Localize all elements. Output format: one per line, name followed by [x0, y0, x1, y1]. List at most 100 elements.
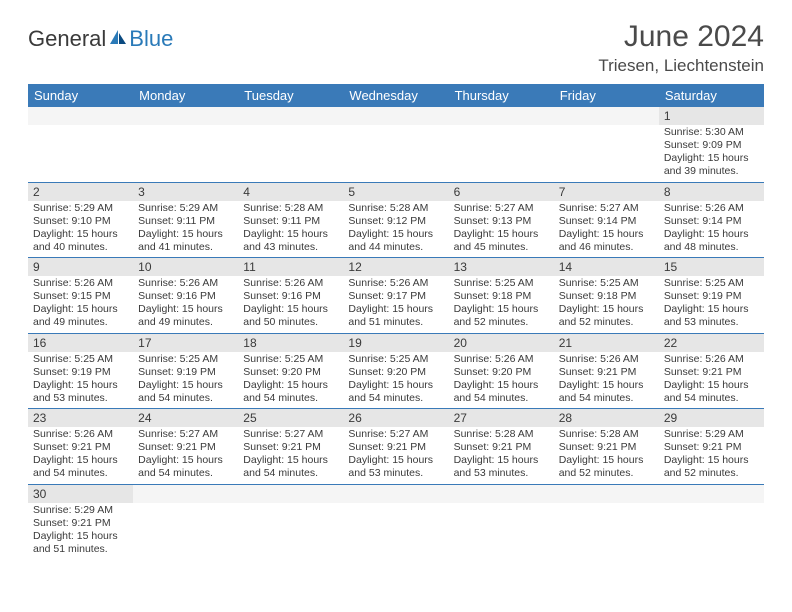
day-number: 23 — [28, 409, 133, 427]
empty-cell — [133, 107, 238, 125]
day-cell: Sunrise: 5:29 AMSunset: 9:21 PMDaylight:… — [659, 427, 764, 485]
sunset-line: Sunset: 9:21 PM — [454, 441, 549, 454]
daylight-line: Daylight: 15 hours and 52 minutes. — [454, 303, 549, 329]
sunset-line: Sunset: 9:21 PM — [138, 441, 233, 454]
sunset-line: Sunset: 9:16 PM — [243, 290, 338, 303]
day-number: 12 — [343, 258, 448, 276]
sunset-line: Sunset: 9:14 PM — [664, 215, 759, 228]
sunrise-line: Sunrise: 5:29 AM — [664, 428, 759, 441]
empty-cell — [28, 107, 133, 125]
day-cell: Sunrise: 5:25 AMSunset: 9:20 PMDaylight:… — [238, 352, 343, 410]
sunset-line: Sunset: 9:21 PM — [33, 441, 128, 454]
sunset-line: Sunset: 9:11 PM — [243, 215, 338, 228]
sunrise-line: Sunrise: 5:28 AM — [454, 428, 549, 441]
daylight-line: Daylight: 15 hours and 54 minutes. — [348, 379, 443, 405]
day-cell: Sunrise: 5:28 AMSunset: 9:12 PMDaylight:… — [343, 201, 448, 259]
weekday-header: Tuesday — [238, 84, 343, 107]
day-number: 30 — [28, 485, 133, 503]
daynum-row: 23242526272829 — [28, 409, 764, 427]
daynum-row: 1 — [28, 107, 764, 125]
sunset-line: Sunset: 9:21 PM — [559, 441, 654, 454]
daylight-line: Daylight: 15 hours and 54 minutes. — [138, 379, 233, 405]
sunset-line: Sunset: 9:20 PM — [348, 366, 443, 379]
day-number: 10 — [133, 258, 238, 276]
empty-cell — [133, 125, 238, 183]
empty-cell — [343, 125, 448, 183]
empty-cell — [133, 503, 238, 560]
logo: GeneralBlue — [28, 26, 173, 52]
sunrise-line: Sunrise: 5:27 AM — [454, 202, 549, 215]
sunrise-line: Sunrise: 5:28 AM — [348, 202, 443, 215]
day-cell: Sunrise: 5:29 AMSunset: 9:21 PMDaylight:… — [28, 503, 133, 560]
day-cell: Sunrise: 5:30 AMSunset: 9:09 PMDaylight:… — [659, 125, 764, 183]
content-row: Sunrise: 5:29 AMSunset: 9:21 PMDaylight:… — [28, 503, 764, 560]
sunrise-line: Sunrise: 5:26 AM — [559, 353, 654, 366]
sunset-line: Sunset: 9:19 PM — [138, 366, 233, 379]
weekday-header: Friday — [554, 84, 659, 107]
content-row: Sunrise: 5:26 AMSunset: 9:15 PMDaylight:… — [28, 276, 764, 334]
day-cell: Sunrise: 5:26 AMSunset: 9:21 PMDaylight:… — [28, 427, 133, 485]
day-number: 6 — [449, 183, 554, 201]
day-cell: Sunrise: 5:26 AMSunset: 9:21 PMDaylight:… — [659, 352, 764, 410]
sunset-line: Sunset: 9:19 PM — [664, 290, 759, 303]
day-number: 27 — [449, 409, 554, 427]
daylight-line: Daylight: 15 hours and 40 minutes. — [33, 228, 128, 254]
day-cell: Sunrise: 5:25 AMSunset: 9:18 PMDaylight:… — [449, 276, 554, 334]
day-number: 28 — [554, 409, 659, 427]
weekday-header: Thursday — [449, 84, 554, 107]
day-number: 9 — [28, 258, 133, 276]
sunrise-line: Sunrise: 5:25 AM — [454, 277, 549, 290]
day-cell: Sunrise: 5:26 AMSunset: 9:21 PMDaylight:… — [554, 352, 659, 410]
daylight-line: Daylight: 15 hours and 52 minutes. — [664, 454, 759, 480]
sunrise-line: Sunrise: 5:25 AM — [33, 353, 128, 366]
day-number: 18 — [238, 334, 343, 352]
location: Triesen, Liechtenstein — [598, 56, 764, 76]
daynum-row: 16171819202122 — [28, 334, 764, 352]
daynum-row: 9101112131415 — [28, 258, 764, 276]
empty-cell — [449, 125, 554, 183]
daylight-line: Daylight: 15 hours and 50 minutes. — [243, 303, 338, 329]
daylight-line: Daylight: 15 hours and 41 minutes. — [138, 228, 233, 254]
empty-cell — [449, 503, 554, 560]
daylight-line: Daylight: 15 hours and 45 minutes. — [454, 228, 549, 254]
day-number: 5 — [343, 183, 448, 201]
day-cell: Sunrise: 5:29 AMSunset: 9:11 PMDaylight:… — [133, 201, 238, 259]
weekday-header: Sunday — [28, 84, 133, 107]
empty-cell — [238, 485, 343, 503]
day-cell: Sunrise: 5:28 AMSunset: 9:21 PMDaylight:… — [449, 427, 554, 485]
sunset-line: Sunset: 9:21 PM — [33, 517, 128, 530]
logo-text-1: General — [28, 26, 106, 52]
daylight-line: Daylight: 15 hours and 54 minutes. — [664, 379, 759, 405]
sunrise-line: Sunrise: 5:26 AM — [33, 428, 128, 441]
day-number: 11 — [238, 258, 343, 276]
day-number: 16 — [28, 334, 133, 352]
sunrise-line: Sunrise: 5:25 AM — [559, 277, 654, 290]
sunrise-line: Sunrise: 5:29 AM — [138, 202, 233, 215]
sunset-line: Sunset: 9:14 PM — [559, 215, 654, 228]
sunrise-line: Sunrise: 5:26 AM — [243, 277, 338, 290]
day-number: 19 — [343, 334, 448, 352]
daylight-line: Daylight: 15 hours and 53 minutes. — [33, 379, 128, 405]
sunrise-line: Sunrise: 5:30 AM — [664, 126, 759, 139]
empty-cell — [238, 125, 343, 183]
sunrise-line: Sunrise: 5:27 AM — [559, 202, 654, 215]
empty-cell — [343, 503, 448, 560]
sunrise-line: Sunrise: 5:25 AM — [138, 353, 233, 366]
header: GeneralBlue June 2024 Triesen, Liechtens… — [28, 20, 764, 76]
sunrise-line: Sunrise: 5:26 AM — [33, 277, 128, 290]
sunset-line: Sunset: 9:18 PM — [559, 290, 654, 303]
sunset-line: Sunset: 9:21 PM — [348, 441, 443, 454]
daylight-line: Daylight: 15 hours and 48 minutes. — [664, 228, 759, 254]
day-cell: Sunrise: 5:26 AMSunset: 9:17 PMDaylight:… — [343, 276, 448, 334]
day-cell: Sunrise: 5:27 AMSunset: 9:13 PMDaylight:… — [449, 201, 554, 259]
sunset-line: Sunset: 9:09 PM — [664, 139, 759, 152]
page-title: June 2024 — [598, 20, 764, 54]
sunrise-line: Sunrise: 5:27 AM — [138, 428, 233, 441]
empty-cell — [238, 503, 343, 560]
sunrise-line: Sunrise: 5:27 AM — [243, 428, 338, 441]
content-row: Sunrise: 5:30 AMSunset: 9:09 PMDaylight:… — [28, 125, 764, 183]
day-number: 17 — [133, 334, 238, 352]
daylight-line: Daylight: 15 hours and 49 minutes. — [138, 303, 233, 329]
daylight-line: Daylight: 15 hours and 54 minutes. — [243, 379, 338, 405]
day-number: 29 — [659, 409, 764, 427]
